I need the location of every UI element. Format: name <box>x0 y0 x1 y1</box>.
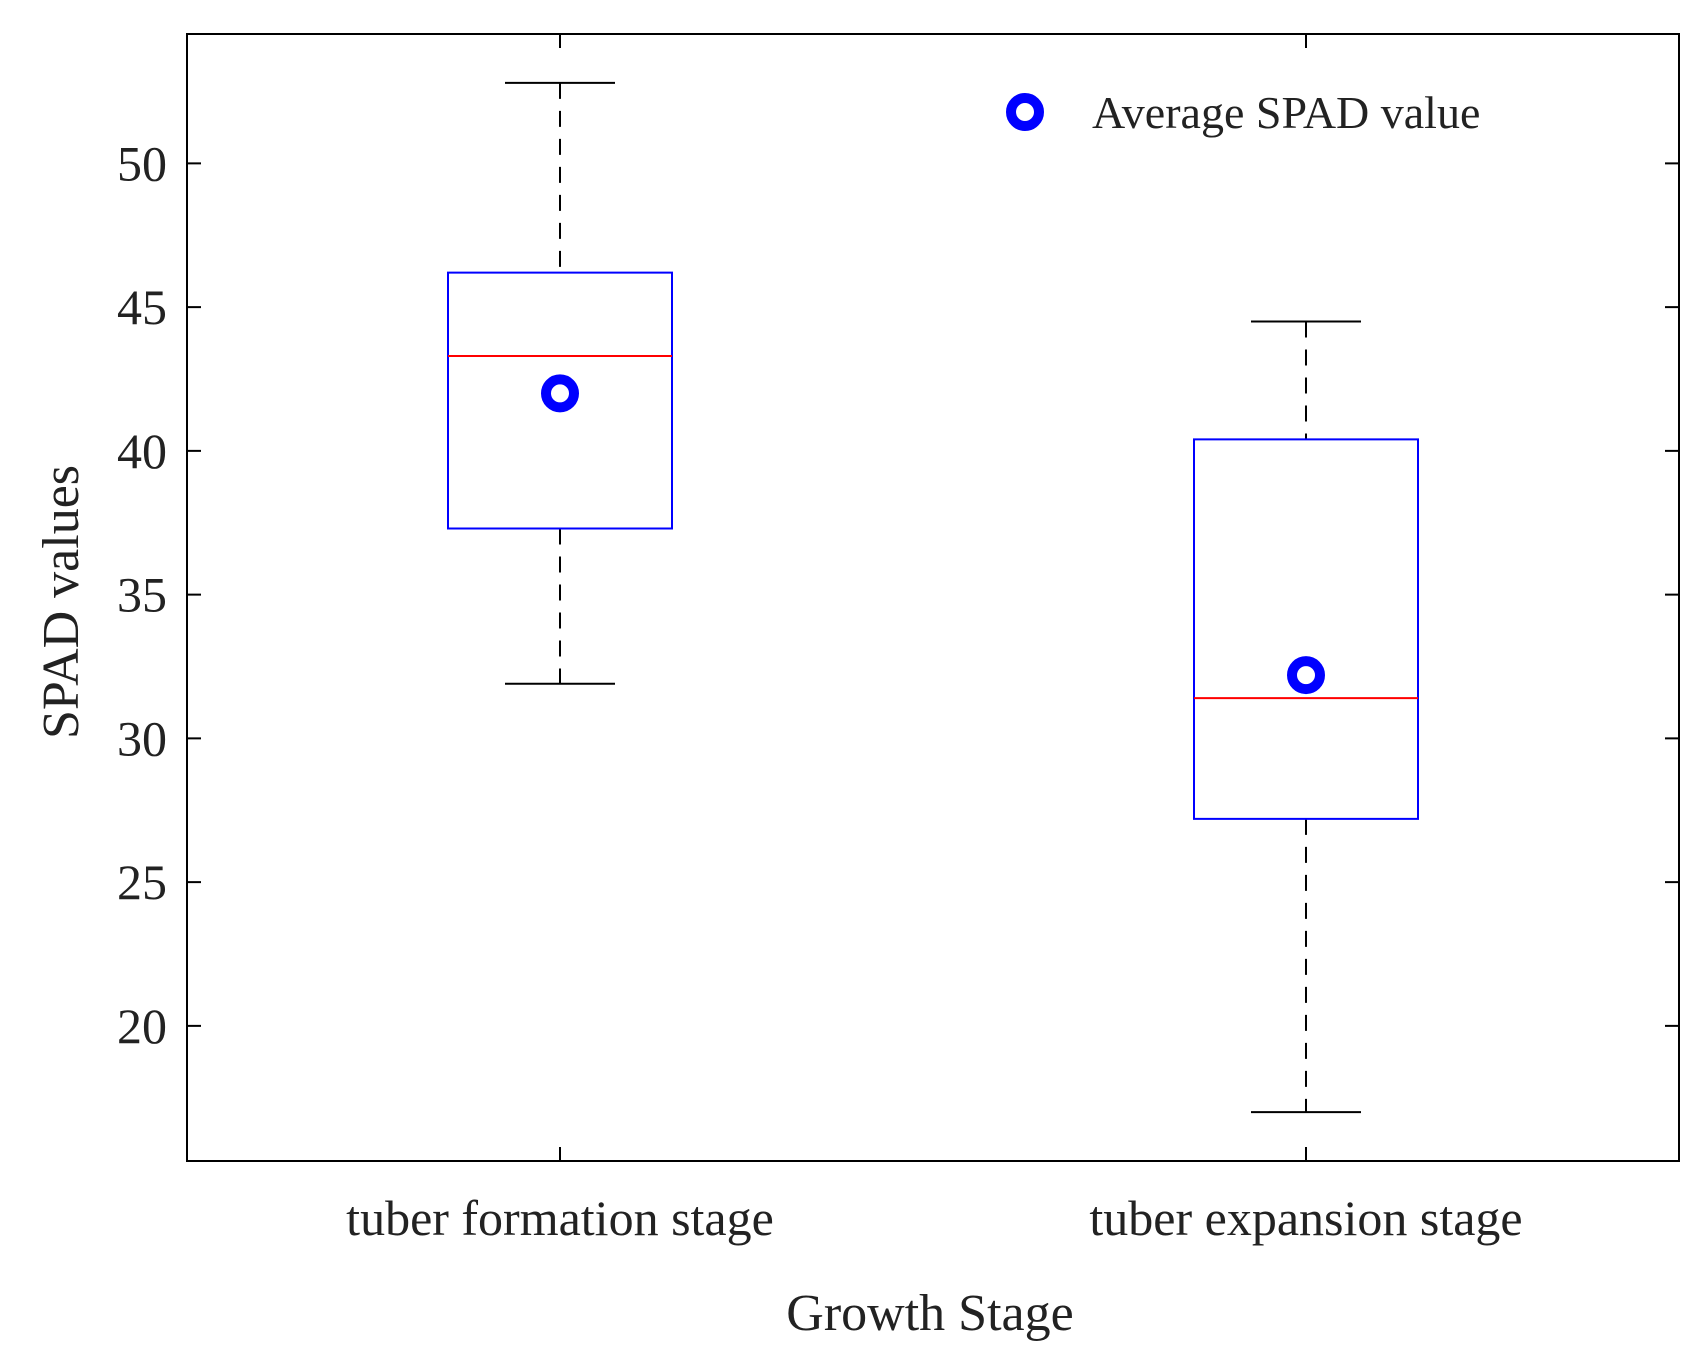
iqr-box <box>1193 438 1419 820</box>
legend-mean-marker <box>1006 93 1044 131</box>
legend: Average SPAD value <box>1006 87 1480 138</box>
box-group <box>447 81 673 685</box>
y-tick-label: 40 <box>117 423 167 479</box>
x-tick-label: tuber formation stage <box>346 1190 774 1246</box>
y-tick-label: 50 <box>117 135 167 191</box>
x-axis-title: Growth Stage <box>786 1285 1073 1342</box>
iqr-box <box>447 271 673 530</box>
legend-label: Average SPAD value <box>1092 87 1480 138</box>
y-tick-label: 35 <box>117 567 167 623</box>
mean-marker <box>541 374 579 413</box>
legend-mean-marker-center <box>1022 109 1028 115</box>
mean-marker <box>1287 656 1325 695</box>
y-tick-label: 25 <box>117 854 167 910</box>
y-tick-label: 30 <box>117 710 167 766</box>
y-tick-label: 45 <box>117 279 167 335</box>
y-axis-ticks: 20 25 30 35 40 45 50 <box>117 135 1679 1054</box>
plot-area <box>186 33 1680 1162</box>
y-axis-title: SPAD values <box>33 465 90 739</box>
axes-frame <box>186 33 1680 1162</box>
box-group <box>1193 320 1419 1114</box>
boxes-layer <box>447 81 1419 1114</box>
x-tick-label: tuber expansion stage <box>1089 1190 1522 1246</box>
y-tick-label: 20 <box>117 998 167 1054</box>
x-axis-ticks: tuber formation stage tuber expansion sta… <box>346 34 1523 1246</box>
mean-marker-center <box>557 390 563 397</box>
mean-marker-center <box>1303 672 1309 679</box>
